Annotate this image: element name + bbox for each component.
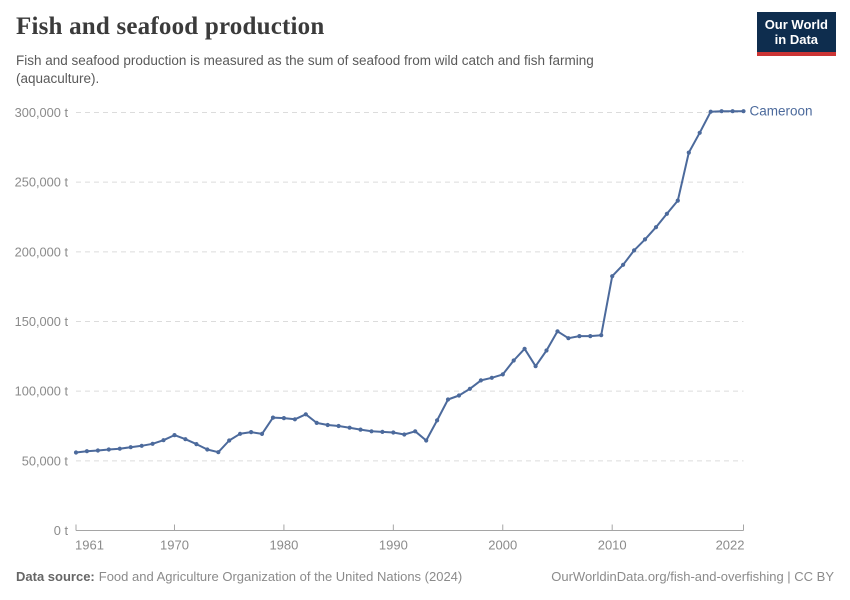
data-point	[84, 449, 89, 454]
data-point	[566, 336, 571, 341]
data-point	[697, 130, 702, 135]
y-axis-label: 200,000 t	[15, 244, 69, 259]
data-point	[227, 438, 232, 443]
data-point	[150, 441, 155, 446]
data-source: Data source: Food and Agriculture Organiz…	[16, 569, 462, 584]
data-point	[642, 237, 648, 242]
data-point	[664, 211, 670, 216]
data-point	[270, 415, 276, 420]
data-point	[347, 425, 352, 430]
data-point	[489, 375, 494, 380]
chart-subtitle: Fish and seafood production is measured …	[16, 53, 594, 86]
data-point	[73, 450, 79, 455]
data-point	[194, 442, 199, 447]
data-point	[675, 198, 680, 203]
data-point	[708, 109, 713, 114]
x-axis-label: 2022	[716, 538, 745, 553]
data-point	[610, 274, 615, 279]
data-point	[522, 346, 527, 351]
data-point	[445, 397, 451, 402]
data-point	[183, 437, 188, 442]
data-point	[741, 109, 746, 114]
x-axis-label: 1961	[75, 538, 104, 553]
cameroon-series-line	[75, 110, 745, 454]
data-point	[413, 429, 418, 434]
x-axis-label: 1980	[269, 538, 298, 553]
y-axis-label: 100,000 t	[15, 384, 69, 399]
data-point	[478, 378, 483, 383]
data-point	[117, 446, 122, 451]
x-axis-label: 2010	[598, 538, 627, 553]
data-point	[259, 431, 265, 436]
page-title: Fish and seafood production	[16, 13, 325, 40]
data-point	[719, 109, 724, 114]
series-label-cameroon: Cameroon	[750, 104, 813, 119]
data-source-text: Food and Agriculture Organization of the…	[98, 569, 463, 584]
data-point	[391, 430, 396, 435]
data-point	[533, 364, 538, 369]
data-point	[555, 329, 560, 334]
data-point	[467, 386, 472, 391]
data-point	[238, 431, 243, 436]
data-point	[577, 334, 582, 339]
data-point	[424, 438, 429, 443]
y-axis-label: 0 t	[54, 523, 69, 538]
data-point	[369, 429, 374, 434]
x-axis-label: 1970	[160, 538, 189, 553]
data-point	[281, 416, 286, 421]
data-point	[380, 429, 385, 434]
data-point	[402, 432, 407, 437]
data-point	[172, 433, 177, 438]
data-point	[325, 422, 330, 428]
data-point	[139, 443, 144, 448]
data-point	[106, 447, 111, 452]
data-point	[161, 438, 166, 443]
footer-link[interactable]: OurWorldinData.org/fish-and-overfishing …	[551, 569, 834, 584]
data-point	[511, 358, 516, 363]
data-point	[336, 423, 341, 429]
logo-line-2: in Data	[774, 32, 819, 48]
data-point	[205, 447, 210, 452]
data-point	[588, 334, 593, 339]
data-point	[249, 430, 254, 435]
data-point	[314, 420, 319, 425]
data-point	[500, 372, 505, 377]
data-source-label: Data source:	[16, 569, 95, 584]
x-axis-label: 1990	[379, 538, 408, 553]
data-point	[435, 418, 440, 423]
x-axis-label: 2000	[488, 538, 517, 553]
data-point	[544, 348, 549, 353]
data-point	[730, 109, 735, 114]
data-point	[686, 150, 691, 155]
data-point	[653, 225, 659, 230]
logo-line-1: Our World	[764, 17, 828, 32]
data-point	[216, 450, 221, 455]
data-point	[456, 393, 462, 398]
y-axis-label: 250,000 t	[15, 175, 69, 190]
y-axis-label: 300,000 t	[15, 105, 69, 120]
y-axis-label: 50,000 t	[22, 453, 69, 468]
y-axis-label: 150,000 t	[15, 314, 69, 329]
data-point	[128, 445, 133, 450]
data-point	[632, 248, 637, 253]
data-point	[292, 417, 297, 422]
data-point	[95, 448, 100, 453]
data-point	[303, 412, 308, 417]
data-point	[358, 427, 363, 432]
data-point	[621, 262, 626, 267]
data-point	[599, 333, 604, 338]
owid-logo: Our World in Data	[756, 12, 836, 56]
